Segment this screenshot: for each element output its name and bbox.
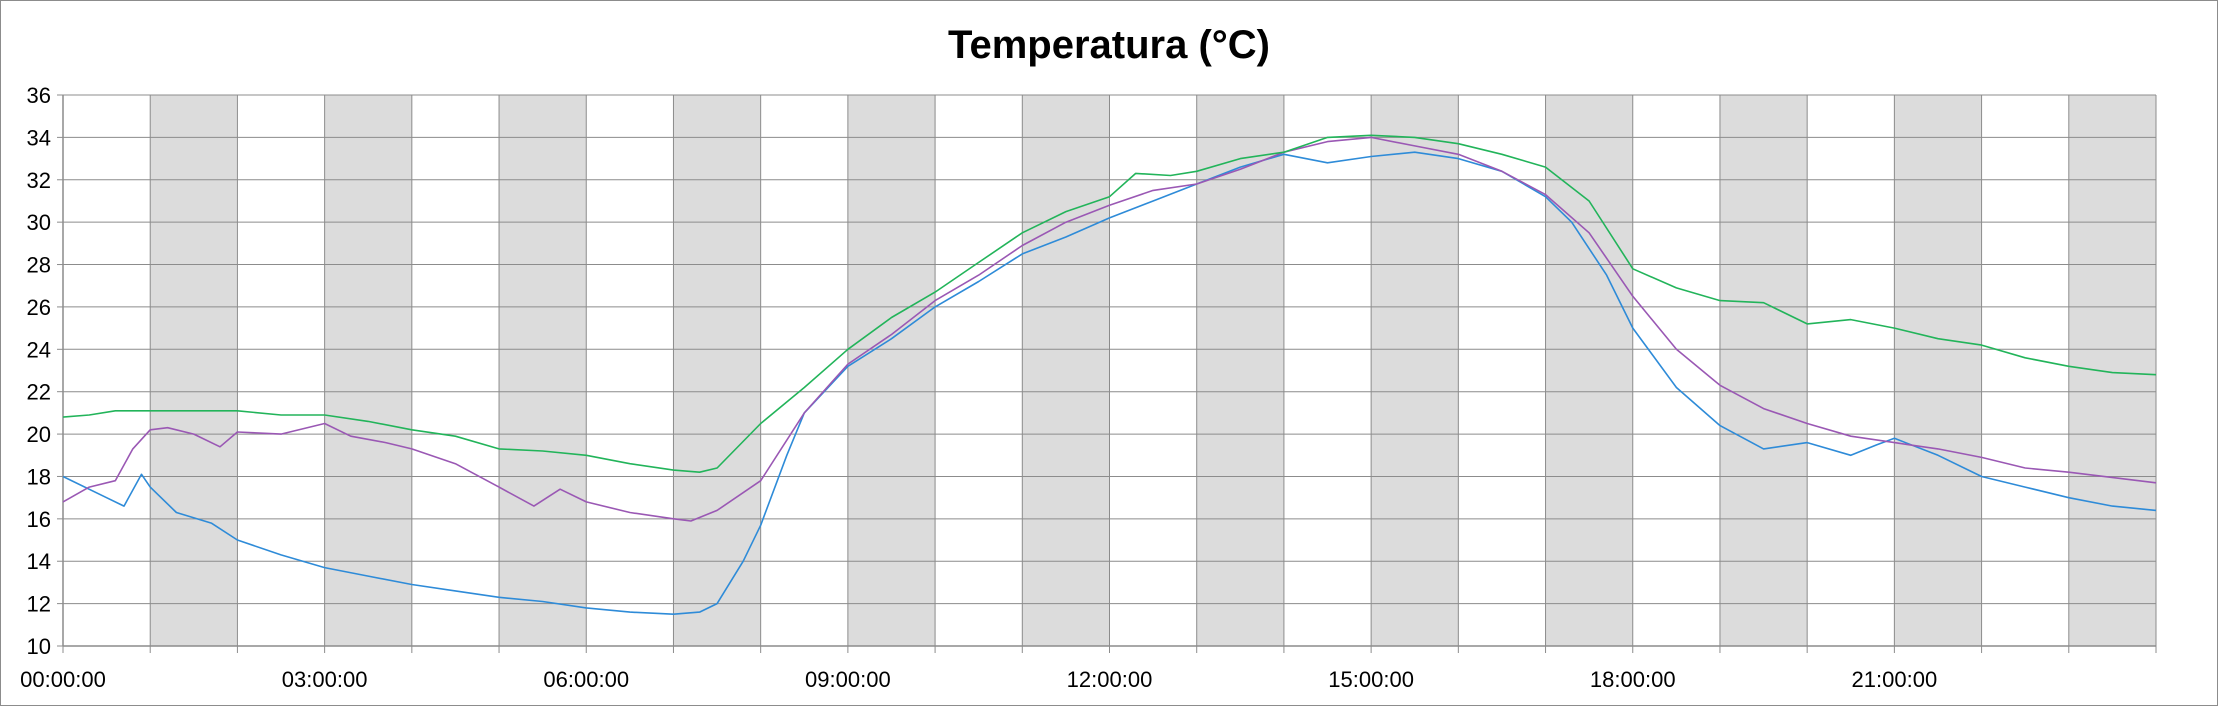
y-tick-label-34: 34 xyxy=(27,125,51,150)
y-tick-label-24: 24 xyxy=(27,337,51,362)
shaded-band-11 xyxy=(2068,95,2156,646)
x-tick-label-7: 21:00:00 xyxy=(1852,667,1938,692)
y-tick-label-18: 18 xyxy=(27,464,51,489)
series-line-1 xyxy=(62,151,2157,616)
y-tick-label-12: 12 xyxy=(27,592,51,617)
shaded-band-9 xyxy=(1719,95,1808,646)
axes xyxy=(57,94,2157,653)
shaded-band-3 xyxy=(673,95,761,646)
y-tick-label-22: 22 xyxy=(27,380,51,405)
shaded-band-2 xyxy=(499,95,587,646)
y-tick-label-20: 20 xyxy=(27,422,51,447)
shaded-band-10 xyxy=(1894,95,1982,646)
series-lines xyxy=(62,134,2157,616)
y-tick-label-30: 30 xyxy=(27,210,51,235)
chart-title: Temperatura (°C) xyxy=(948,23,1270,67)
shaded-band-5 xyxy=(1022,95,1110,646)
x-tick-label-0: 00:00:00 xyxy=(20,667,106,692)
gridlines xyxy=(62,94,2157,647)
x-tick-label-6: 18:00:00 xyxy=(1590,667,1676,692)
tick-labels: 10 12 14 16 18 20 22 24 26 28 30 32 34 36 00:00:00 03:0… xyxy=(20,83,1937,692)
shaded-band-4 xyxy=(847,95,936,646)
series-line-3 xyxy=(62,134,2157,474)
shaded-band-7 xyxy=(1371,95,1459,646)
y-tick-label-32: 32 xyxy=(27,168,51,193)
series-line-2 xyxy=(62,136,2157,522)
shaded-band-0 xyxy=(150,95,238,646)
x-tick-label-2: 06:00:00 xyxy=(543,667,629,692)
y-tick-label-26: 26 xyxy=(27,295,51,320)
shaded-band-6 xyxy=(1196,95,1284,646)
x-tick-label-1: 03:00:00 xyxy=(282,667,368,692)
y-tick-label-14: 14 xyxy=(27,549,51,574)
x-tick-label-5: 15:00:00 xyxy=(1328,667,1414,692)
y-tick-label-28: 28 xyxy=(27,253,51,278)
shaded-bands xyxy=(150,95,2156,646)
y-tick-label-36: 36 xyxy=(27,83,51,108)
x-tick-label-4: 12:00:00 xyxy=(1067,667,1153,692)
shaded-band-1 xyxy=(324,95,412,646)
shaded-band-8 xyxy=(1545,95,1633,646)
y-tick-label-16: 16 xyxy=(27,507,51,532)
y-tick-label-10: 10 xyxy=(27,634,51,659)
x-tick-label-3: 09:00:00 xyxy=(805,667,891,692)
